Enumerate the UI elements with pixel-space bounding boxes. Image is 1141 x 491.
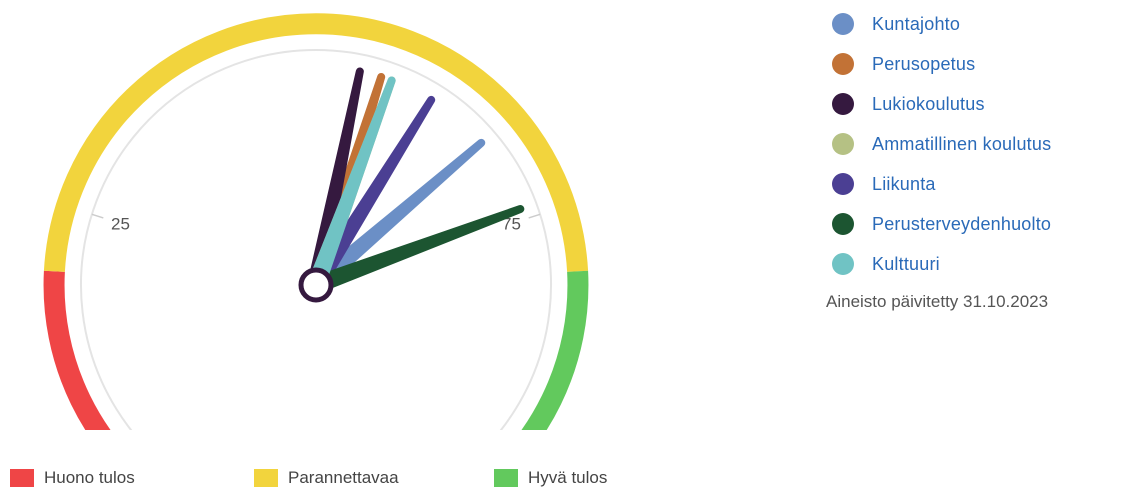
- band-label: Huono tulos: [44, 468, 135, 487]
- legend-item[interactable]: Kulttuuri: [832, 244, 1051, 284]
- legend-item[interactable]: Lukiokoulutus: [832, 84, 1051, 124]
- needle-perusterveydenhuolto: [312, 205, 525, 294]
- legend-item[interactable]: Liikunta: [832, 164, 1051, 204]
- needle-kuntajohto: [310, 138, 486, 292]
- legend-label: Perusterveydenhuolto: [872, 213, 1052, 234]
- legend-label: Perusopetus: [872, 53, 976, 74]
- legend-item[interactable]: Perusopetus: [832, 44, 1051, 84]
- band-legend: Huono tulos Parannettavaa Hyvä tulos: [10, 468, 654, 488]
- legend-dot: [832, 13, 854, 35]
- legend-dot: [832, 93, 854, 115]
- legend-label: Ammatillinen koulutus: [872, 133, 1052, 154]
- band-label: Parannettavaa: [288, 468, 399, 487]
- legend-label: Lukiokoulutus: [872, 93, 985, 114]
- band-swatch: [10, 469, 34, 487]
- legend-dot: [832, 133, 854, 155]
- gauge-band-1: [43, 13, 589, 272]
- band-legend-item[interactable]: Hyvä tulos: [494, 468, 654, 488]
- band-label: Hyvä tulos: [528, 468, 608, 487]
- gauge-pivot: [298, 267, 334, 303]
- gauge-band-0: [43, 270, 111, 430]
- legend-item[interactable]: Perusterveydenhuolto: [832, 204, 1051, 244]
- legend-dot: [832, 53, 854, 75]
- gauge-inner-arc: [80, 49, 552, 430]
- gauge-tick-2: [528, 213, 541, 219]
- legend-item[interactable]: Kuntajohto: [832, 4, 1051, 44]
- band-legend-item[interactable]: Huono tulos: [10, 468, 254, 488]
- legend-label: Kuntajohto: [872, 13, 961, 34]
- gauge-bands: [43, 13, 589, 430]
- legend-label: Liikunta: [872, 173, 936, 194]
- band-swatch: [494, 469, 518, 487]
- gauge-pivot-circle: [298, 267, 334, 303]
- legend-dot: [832, 173, 854, 195]
- legend-label: Kulttuuri: [872, 253, 940, 274]
- needle-kulttuuri: [307, 76, 396, 289]
- gauge-ticks: 02575100: [91, 213, 541, 233]
- gauge-tick-label: 75: [502, 214, 521, 233]
- gauge-band-2: [521, 270, 589, 430]
- needle-lukiokoulutus: [307, 67, 364, 287]
- gauge-tick-label: 25: [111, 214, 130, 233]
- legend-item[interactable]: Ammatillinen koulutus: [832, 124, 1051, 164]
- legend-dot: [832, 253, 854, 275]
- gauge-chart: 02575100: [43, 13, 589, 430]
- band-swatch: [254, 469, 278, 487]
- legend-dot: [832, 213, 854, 235]
- band-legend-item[interactable]: Parannettavaa: [254, 468, 494, 488]
- gauge-tick-1: [91, 213, 104, 219]
- series-legend: Kuntajohto Perusopetus Lukiokoulutus Ammati…: [832, 4, 1051, 284]
- gauge-needles: [307, 67, 525, 294]
- data-updated-text: Aineisto päivitetty 31.10.2023: [826, 292, 1049, 311]
